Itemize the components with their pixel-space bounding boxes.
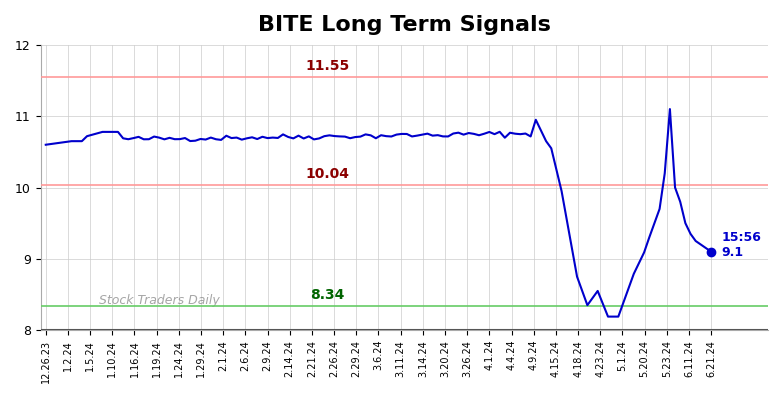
Text: 15:56
9.1: 15:56 9.1 xyxy=(721,230,761,259)
Text: 8.34: 8.34 xyxy=(310,288,345,302)
Text: Stock Traders Daily: Stock Traders Daily xyxy=(99,295,220,308)
Title: BITE Long Term Signals: BITE Long Term Signals xyxy=(258,15,550,35)
Text: 11.55: 11.55 xyxy=(305,59,350,73)
Text: 10.04: 10.04 xyxy=(306,167,350,181)
